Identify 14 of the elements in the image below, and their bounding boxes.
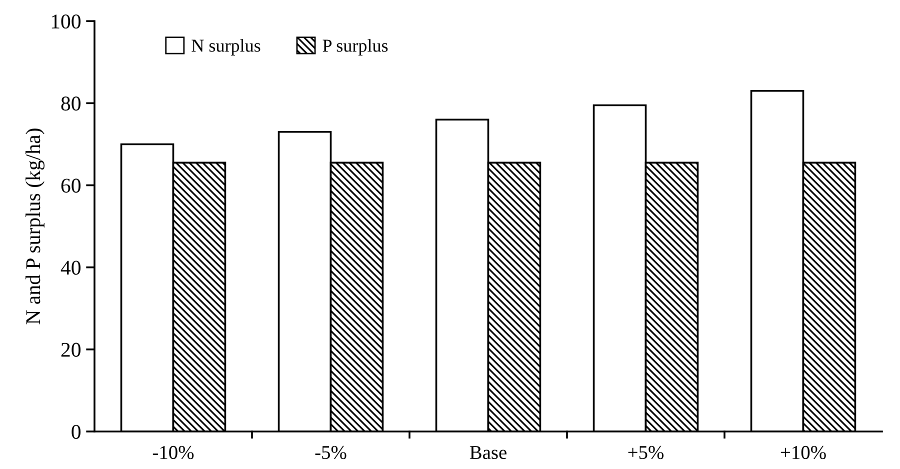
- y-tick-label: 20: [61, 342, 81, 357]
- legend-label: N surplus: [192, 39, 260, 56]
- y-axis-title: N and P surplus (kg/ha): [26, 128, 44, 324]
- x-tick-label: Base: [470, 446, 506, 460]
- y-tick-label: 60: [61, 178, 81, 193]
- y-tick-label: 100: [52, 14, 81, 29]
- x-tick-label: -5%: [315, 446, 346, 460]
- x-tick-label: +5%: [628, 446, 664, 460]
- x-tick-label: -10%: [152, 446, 194, 460]
- x-tick-label: +10%: [780, 446, 826, 460]
- legend-label: P surplus: [322, 39, 388, 56]
- y-tick-label: 40: [60, 260, 81, 275]
- y-tick-label: 0: [72, 424, 81, 439]
- y-tick-label: 80: [61, 96, 81, 111]
